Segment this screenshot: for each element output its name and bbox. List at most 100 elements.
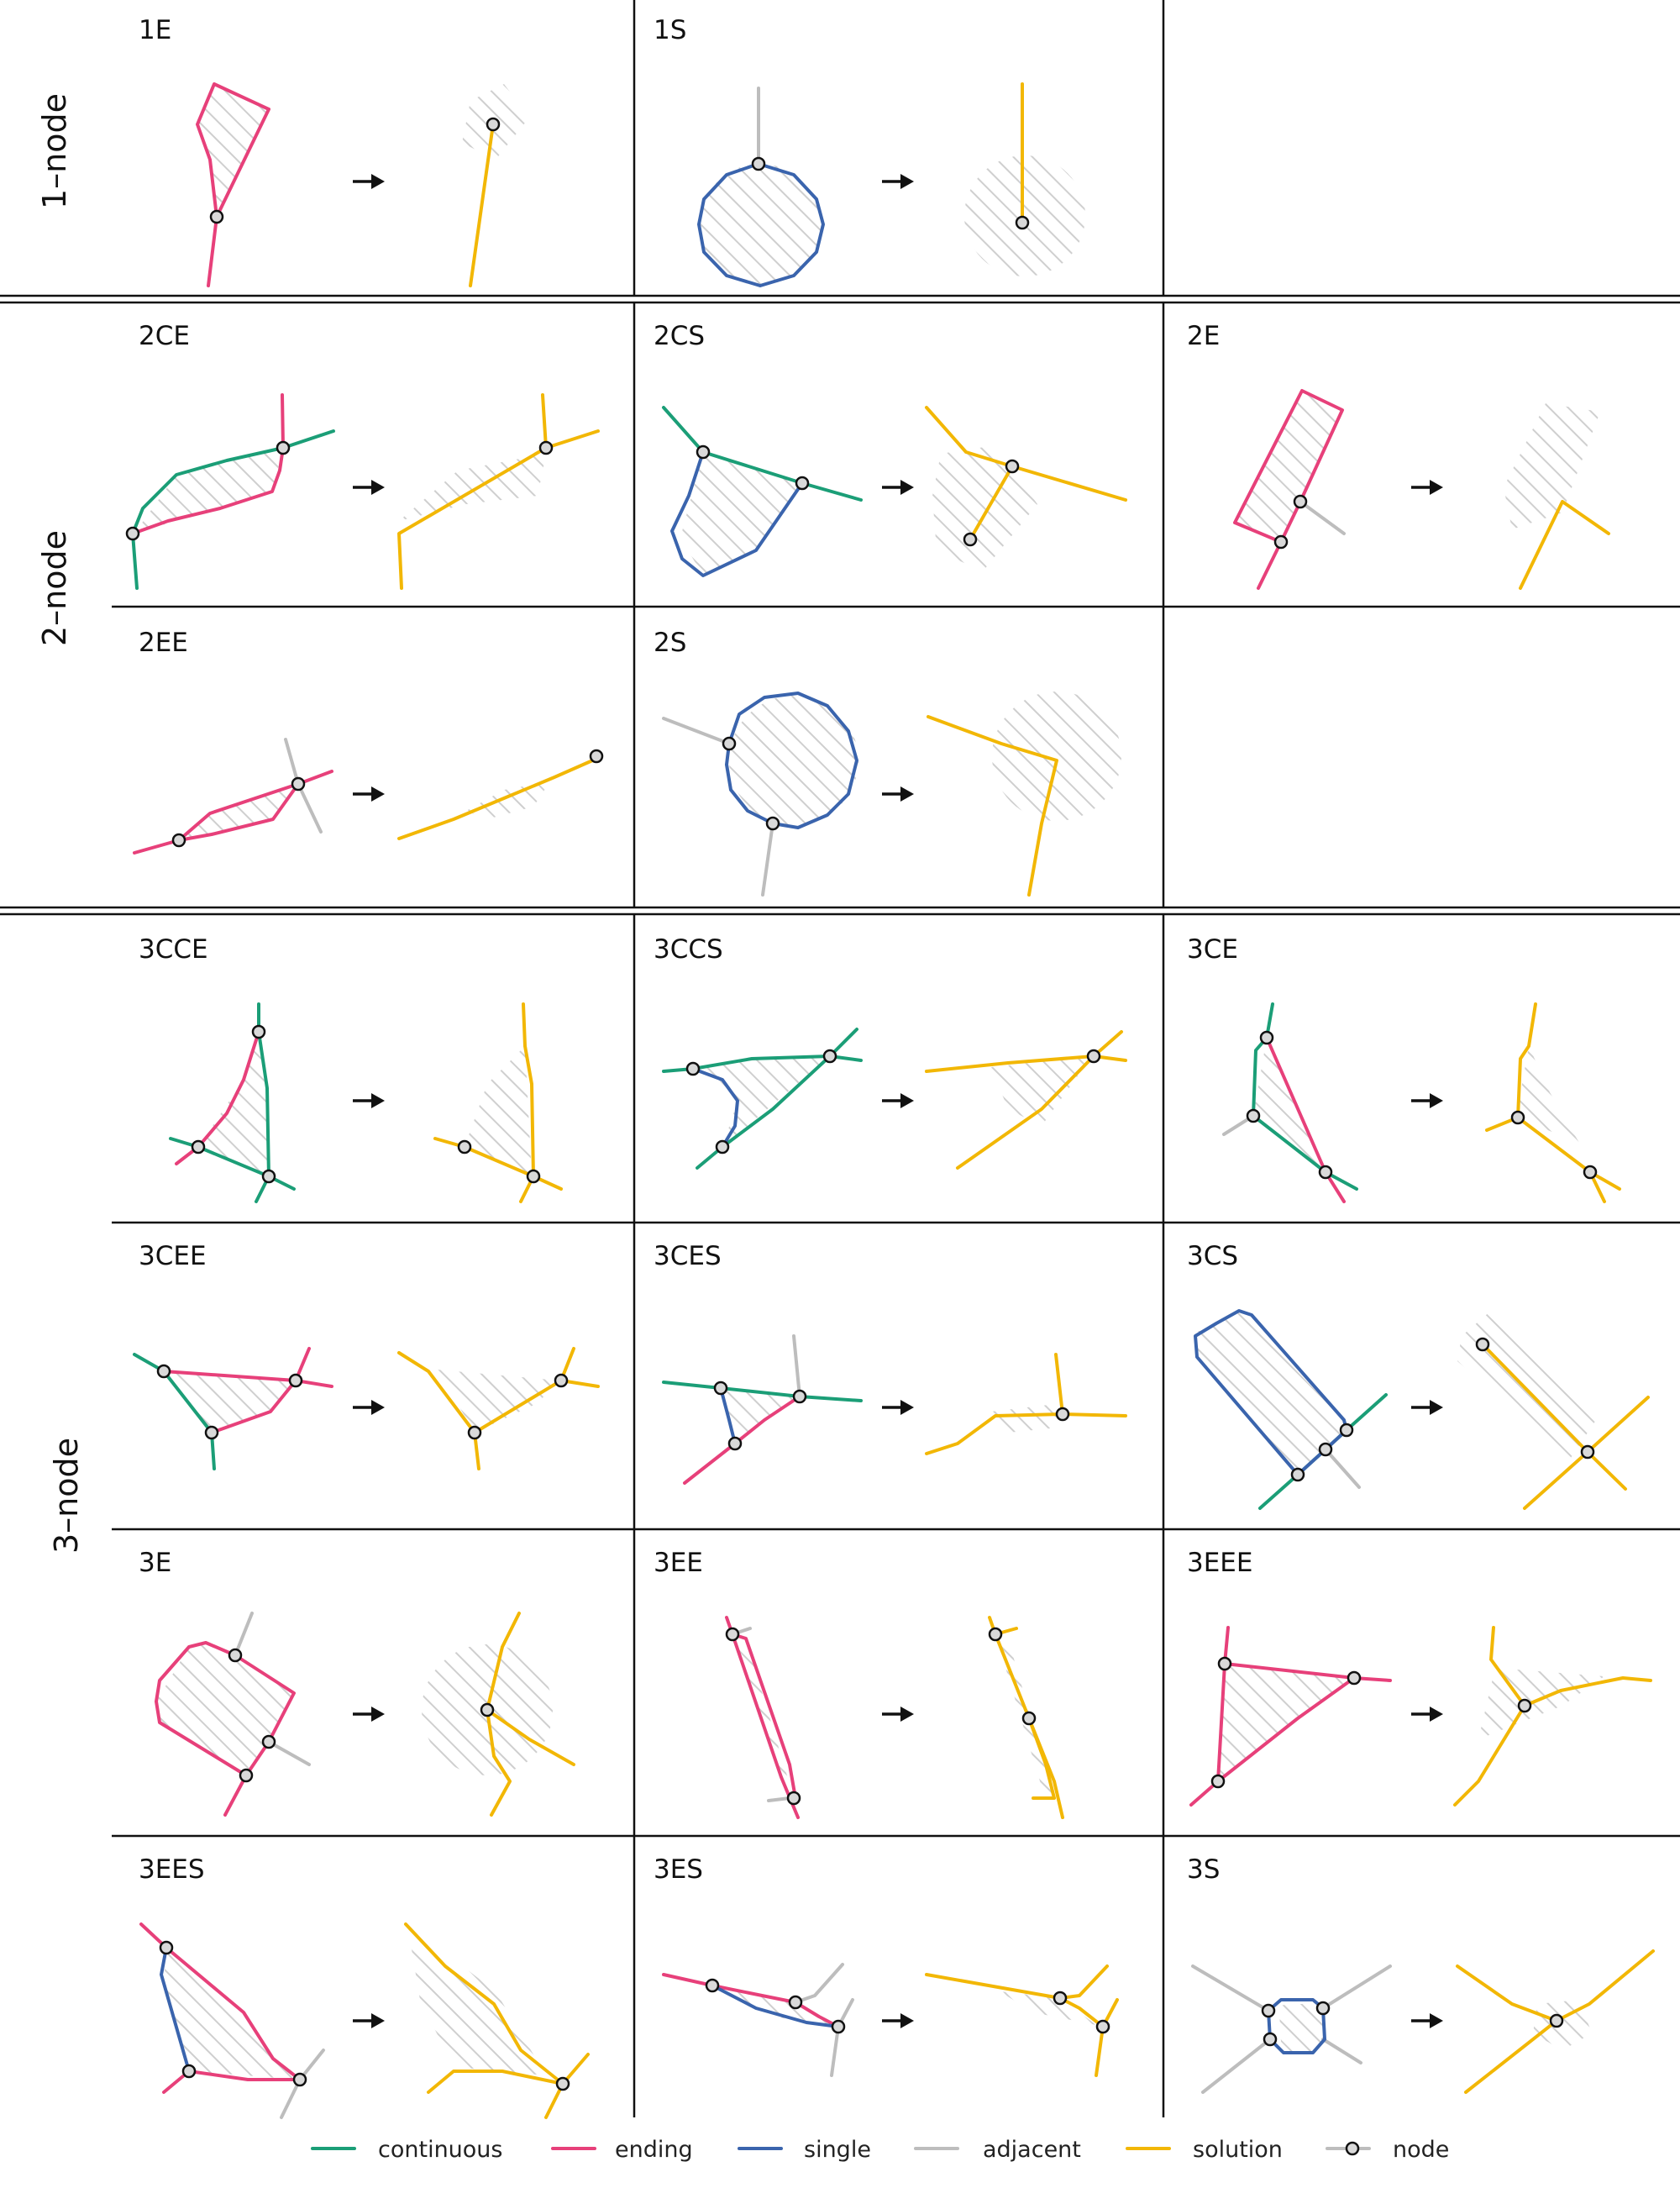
- before-1E: [196, 82, 270, 287]
- node: [696, 444, 711, 460]
- single-edge: [725, 692, 858, 829]
- node: [831, 2019, 846, 2034]
- after-3EES: [404, 1922, 590, 2119]
- adjacent-edge: [792, 1334, 801, 1398]
- arrow-2E: [1411, 480, 1443, 495]
- before-3EE: [725, 1616, 801, 1819]
- after-3CS: [1457, 1311, 1650, 1510]
- before-2S: [662, 692, 858, 897]
- adjacent-edge: [767, 1796, 791, 1802]
- panel-2S: [662, 692, 1121, 897]
- node: [1273, 534, 1289, 550]
- continuous-edge: [133, 1353, 216, 1470]
- cell-label-3CCE: 3CCE: [139, 934, 208, 965]
- adjacent-edge: [1321, 1964, 1392, 2010]
- before-3CEE: [133, 1347, 333, 1470]
- adjacent-edge: [794, 1963, 844, 2004]
- adjacent-edge: [1299, 500, 1346, 535]
- node: [554, 1373, 569, 1388]
- panel-2CS: [662, 406, 1127, 577]
- after-1S: [964, 82, 1085, 276]
- solution-edge: [1054, 1353, 1064, 1416]
- legend-label-single: single: [804, 2137, 871, 2163]
- cell-label-3ES: 3ES: [654, 1854, 703, 1885]
- legend-item-adjacent: adjacent: [914, 2137, 1081, 2163]
- solution-edge: [925, 1412, 1127, 1455]
- arrow-3CCS: [882, 1093, 914, 1108]
- node: [1021, 1711, 1037, 1726]
- solution-edge: [486, 1708, 575, 1766]
- single-edge: [1194, 1309, 1348, 1476]
- arrows: [353, 174, 1443, 2028]
- legend-swatch-node: [1345, 2141, 1360, 2156]
- panel-3S: [1191, 1949, 1655, 2094]
- arrow-3E: [353, 1707, 385, 1722]
- before-3CCS: [662, 1028, 863, 1170]
- ending-edge: [162, 2070, 302, 2094]
- adjacent-edge: [1201, 2038, 1272, 2094]
- arrow-3CCE: [353, 1093, 385, 1108]
- solution-edge: [1481, 1343, 1627, 1491]
- solution-edge: [956, 1030, 1123, 1170]
- after-2CE: [397, 393, 600, 590]
- node: [1580, 1444, 1595, 1460]
- node: [795, 476, 810, 491]
- arrow-1S: [882, 174, 914, 189]
- after-3CCE: [433, 1002, 563, 1203]
- adjacent-edge: [234, 1612, 254, 1657]
- node: [261, 1734, 276, 1749]
- node: [685, 1061, 701, 1076]
- node: [1510, 1110, 1525, 1125]
- node: [715, 1139, 730, 1154]
- node: [486, 117, 501, 132]
- after-1E: [462, 84, 529, 287]
- ending-edge: [175, 1030, 260, 1165]
- before-3EEE: [1189, 1626, 1392, 1807]
- node: [156, 1364, 171, 1379]
- node: [526, 1169, 541, 1184]
- solution-edge: [1058, 1996, 1105, 2077]
- cell-label-3E: 3E: [139, 1548, 171, 1578]
- ending-edge: [1216, 1662, 1226, 1783]
- group-label-1-node: 1–node: [36, 93, 73, 209]
- cell-label-3S: 3S: [1187, 1854, 1220, 1885]
- cell-label-3CEE: 3CEE: [139, 1241, 207, 1271]
- node: [1259, 1030, 1274, 1045]
- node: [705, 1978, 720, 1993]
- panel-1S: [697, 82, 1085, 287]
- before-3CES: [662, 1334, 863, 1485]
- node: [204, 1425, 219, 1440]
- panel-3CE: [1222, 1002, 1621, 1203]
- panel-3CES: [662, 1334, 1127, 1485]
- node: [1053, 1991, 1068, 2006]
- before-1S: [697, 87, 825, 287]
- continuous-edge: [696, 1028, 858, 1170]
- node: [1086, 1049, 1101, 1064]
- node: [457, 1139, 472, 1154]
- node: [792, 1389, 807, 1404]
- before-3CS: [1194, 1309, 1388, 1510]
- solution-edge: [1489, 1626, 1652, 1707]
- arrow-2EE: [353, 786, 385, 802]
- panel-1E: [196, 82, 529, 287]
- node: [751, 156, 766, 171]
- cell-label-3CES: 3CES: [654, 1241, 722, 1271]
- before-2CS: [662, 406, 863, 577]
- arrow-3CS: [1411, 1400, 1443, 1415]
- node: [125, 526, 140, 541]
- cell-label-3EEE: 3EEE: [1187, 1548, 1252, 1578]
- after-3CEE: [397, 1347, 600, 1470]
- panel-3CCE: [169, 1002, 563, 1203]
- arrow-3CE: [1411, 1093, 1443, 1108]
- arrow-2CS: [882, 480, 914, 495]
- node: [1318, 1442, 1333, 1457]
- panel-2E: [1233, 389, 1610, 590]
- cell-label-2EE: 2EE: [139, 628, 188, 658]
- continuous-edge: [662, 1055, 863, 1073]
- solution-edge: [397, 757, 598, 840]
- node: [1517, 1698, 1532, 1713]
- arrow-3CES: [882, 1400, 914, 1415]
- node: [1263, 2032, 1278, 2047]
- after-2E: [1504, 403, 1610, 590]
